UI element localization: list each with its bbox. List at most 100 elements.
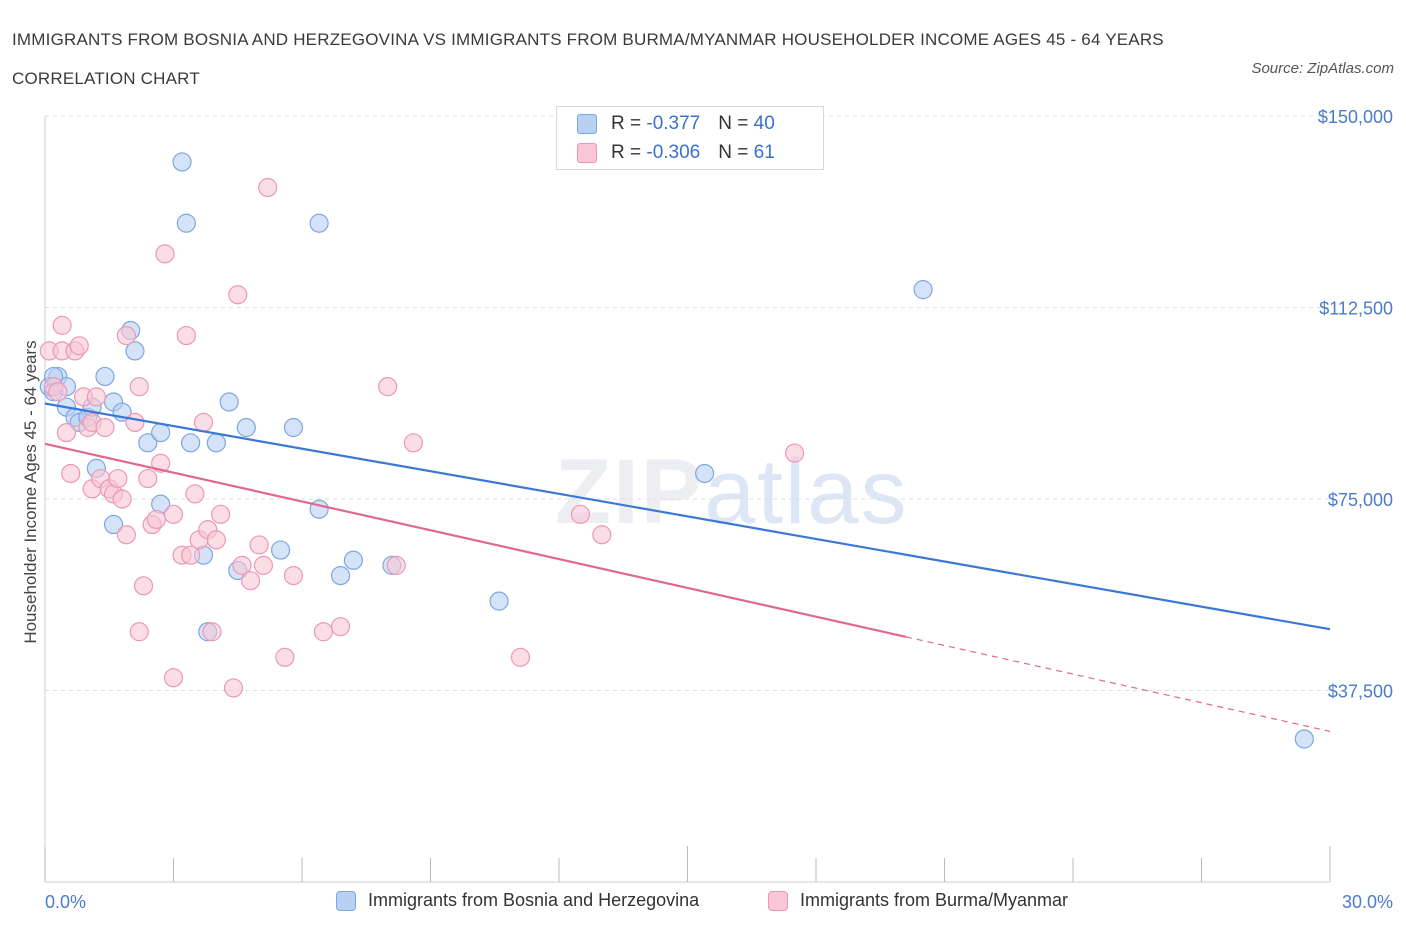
data-point (236, 417, 256, 438)
x-tick-label: 30.0% (1342, 892, 1393, 912)
data-point (219, 392, 239, 412)
data-point (309, 213, 329, 233)
legend-swatch-pink (577, 143, 597, 163)
data-point (489, 591, 509, 611)
axes (44, 116, 1331, 883)
legend-label-bosnia: Immigrants from Bosnia and Herzegovina (368, 890, 700, 910)
data-point (784, 443, 805, 463)
data-point (343, 550, 363, 570)
data-point (283, 417, 304, 438)
r-value: -0.377 (646, 113, 701, 134)
data-point (258, 177, 278, 198)
data-point (95, 366, 115, 387)
data-point (138, 468, 158, 489)
data-point (86, 387, 107, 407)
legend-item-burma[interactable]: Immigrants from Burma/Myanmar (768, 890, 1068, 911)
data-point (313, 622, 334, 642)
stats-legend: R = -0.377 N = 40 R = -0.306 N = 61 (556, 106, 824, 170)
data-point (163, 504, 184, 524)
data-point (181, 433, 201, 453)
data-point (206, 530, 226, 550)
data-point (52, 315, 72, 335)
legend-swatch-blue (577, 114, 597, 134)
y-tick-label: $37,500 (1328, 682, 1393, 702)
data-point (275, 647, 295, 667)
data-point (270, 540, 291, 560)
n-value: 61 (753, 142, 775, 163)
data-point (155, 244, 175, 264)
data-point (108, 468, 128, 489)
trend-lines (44, 402, 1331, 732)
data-point (223, 678, 244, 698)
data-point (163, 668, 184, 688)
data-point (1294, 729, 1314, 749)
n-label: N = (718, 142, 754, 163)
y-tick-label: $75,000 (1328, 490, 1393, 510)
data-point (253, 555, 274, 575)
data-point (202, 622, 222, 642)
data-point (510, 647, 531, 667)
data-point (112, 489, 132, 509)
data-point (151, 423, 171, 443)
data-point (330, 617, 351, 637)
data-point (232, 555, 252, 575)
data-point (69, 336, 89, 356)
series-legend: Immigrants from Bosnia and Herzegovina I… (0, 890, 1406, 914)
x-tick-label: 0.0% (45, 892, 86, 912)
data-point (228, 285, 248, 305)
series-burma-points (39, 177, 805, 698)
data-point (206, 433, 226, 453)
legend-swatch-blue (336, 890, 356, 911)
r-label: R = (611, 142, 647, 163)
data-point (103, 514, 124, 535)
chart-title: IMMIGRANTS FROM BOSNIA AND HERZEGOVINA V… (12, 30, 1164, 88)
data-point (146, 509, 166, 530)
series-bosnia-points (39, 152, 1314, 749)
data-point (56, 423, 77, 443)
data-point (913, 280, 933, 300)
data-point (116, 325, 136, 346)
y-axis-label: Householder Income Ages 45 - 64 years (21, 340, 40, 643)
legend-swatch-pink (768, 890, 788, 911)
data-point (176, 213, 196, 233)
trend-line-burma-extension (905, 636, 1331, 732)
watermark-zip: ZIP (555, 441, 705, 543)
data-point (133, 576, 154, 596)
data-point (592, 525, 612, 545)
r-value: -0.306 (646, 142, 701, 163)
data-point (48, 382, 68, 402)
data-point (125, 341, 145, 361)
data-point (570, 504, 591, 524)
r-label: R = (611, 113, 647, 134)
data-point (193, 412, 214, 432)
data-point (211, 504, 231, 524)
legend-label-burma: Immigrants from Burma/Myanmar (800, 890, 1069, 910)
data-point (125, 412, 145, 432)
source-label: Source: ZipAtlas.com (1251, 60, 1394, 77)
data-point (129, 377, 149, 397)
y-tick-label: $150,000 (1318, 107, 1393, 127)
n-label: N = (718, 113, 754, 134)
data-point (283, 565, 304, 586)
data-point (403, 433, 423, 453)
data-point (116, 525, 136, 545)
data-point (249, 535, 269, 555)
data-point (695, 463, 715, 484)
trend-line-bosnia (44, 402, 1331, 631)
data-point (61, 463, 81, 484)
data-point (241, 571, 261, 591)
data-point (129, 622, 149, 642)
legend-item-bosnia[interactable]: Immigrants from Bosnia and Herzegovina (336, 890, 699, 911)
data-point (378, 377, 398, 397)
n-value: 40 (753, 113, 775, 134)
stats-row-bosnia: R = -0.377 N = 40 (577, 112, 775, 136)
data-point (172, 152, 192, 172)
data-point (181, 545, 201, 565)
axis-labels: $37,500 $75,000 $112,500 $150,000 0.0% 30.0% H… (21, 107, 1393, 912)
data-point (176, 325, 196, 346)
data-point (185, 484, 205, 504)
data-point (95, 417, 115, 438)
trend-line-burma (44, 442, 907, 638)
stats-row-burma: R = -0.306 N = 61 (577, 141, 787, 165)
